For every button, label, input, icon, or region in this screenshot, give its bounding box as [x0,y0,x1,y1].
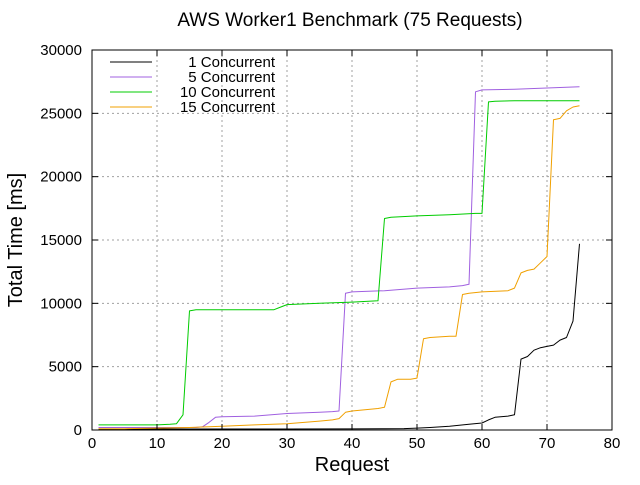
x-tick-label: 50 [409,435,426,452]
legend-label: 15 Concurrent [180,99,276,116]
x-axis-label: Request [315,454,390,476]
x-tick-label: 0 [88,435,96,452]
x-tick-label: 20 [214,435,231,452]
y-tick-label: 10000 [40,295,82,312]
grid [92,50,612,430]
x-tick-label: 60 [474,435,491,452]
x-tick-label: 30 [279,435,296,452]
axis-ticks: 0 10 20 30 40 50 60 70 80 0 5000 10000 15000 20000 250… [40,42,620,452]
series-layer [98,86,580,430]
series-line-1 [98,243,580,430]
series-line-3 [98,100,580,426]
series-line-4 [98,105,580,430]
y-tick-label: 0 [74,422,82,439]
x-tick-label: 80 [604,435,621,452]
legend-label: 1 Concurrent [188,54,276,71]
y-tick-label: 30000 [40,42,82,59]
legend-label: 10 Concurrent [180,84,276,101]
x-tick-label: 70 [539,435,556,452]
x-tick-label: 40 [344,435,361,452]
legend-label: 5 Concurrent [188,69,276,86]
y-tick-label: 15000 [40,232,82,249]
y-axis-label: Total Time [ms] [5,173,27,307]
x-tick-label: 10 [149,435,166,452]
y-tick-label: 20000 [40,169,82,186]
chart-title: AWS Worker1 Benchmark (75 Requests) [177,10,522,31]
y-tick-label: 5000 [49,359,82,376]
series-line-2 [98,86,580,428]
y-tick-label: 25000 [40,105,82,122]
